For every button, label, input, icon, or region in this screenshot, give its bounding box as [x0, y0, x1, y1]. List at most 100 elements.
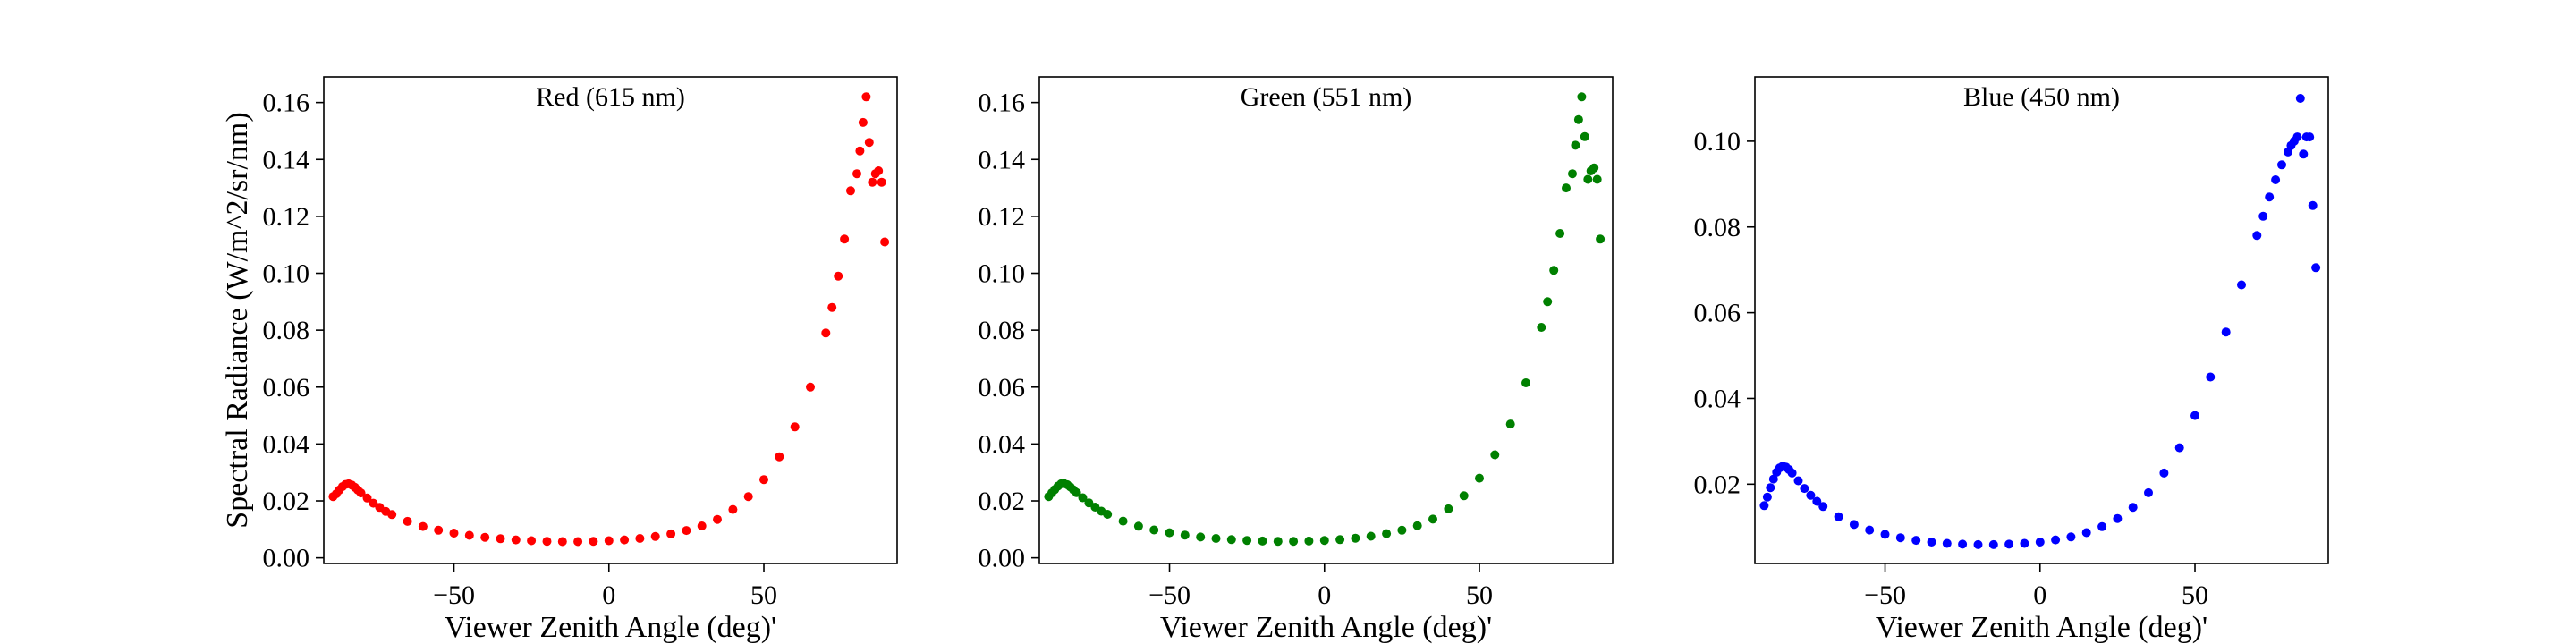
- data-point: [1759, 501, 1769, 511]
- data-point: [1768, 474, 1778, 484]
- data-point: [1366, 531, 1376, 541]
- data-point: [1568, 169, 1577, 179]
- x-tick-label: 50: [1466, 580, 1493, 610]
- y-tick-label: 0.02: [263, 487, 310, 516]
- y-tick-label: 0.06: [979, 373, 1026, 402]
- y-tick-label: 0.02: [1694, 470, 1741, 499]
- data-point: [511, 535, 521, 545]
- data-point: [1242, 536, 1252, 546]
- y-tick-label: 0.00: [979, 544, 1026, 573]
- data-point: [1571, 140, 1580, 150]
- data-point: [2144, 487, 2153, 497]
- data-point: [1490, 450, 1500, 460]
- data-point: [2081, 528, 2091, 538]
- data-point: [1834, 512, 1843, 521]
- y-tick-label: 0.12: [263, 202, 310, 232]
- data-point: [666, 529, 676, 538]
- x-tick-label: −50: [1864, 580, 1906, 610]
- data-point: [2308, 200, 2318, 210]
- y-tick-label: 0.00: [263, 544, 310, 573]
- y-tick-label: 0.04: [1694, 384, 1741, 413]
- data-point: [1304, 536, 1314, 546]
- data-point: [369, 498, 378, 508]
- data-point: [2258, 211, 2268, 221]
- data-point: [868, 177, 877, 187]
- data-point: [1895, 533, 1905, 543]
- data-point: [2174, 443, 2184, 453]
- panel-red: −50 0 50 0.00 0.02 0.04 0.06 0.08 0.10 0.12 0.14 0.…: [221, 76, 898, 644]
- data-point: [728, 504, 738, 514]
- y-tick-label: 0.04: [263, 429, 310, 459]
- data-point: [1226, 535, 1236, 545]
- data-point: [852, 169, 861, 179]
- data-point: [1596, 234, 1606, 244]
- data-point: [1958, 539, 1968, 549]
- data-point: [806, 382, 815, 392]
- data-point: [480, 532, 490, 542]
- data-point: [620, 535, 630, 545]
- data-point: [1865, 525, 1875, 535]
- data-point: [1351, 533, 1360, 543]
- data-point: [775, 452, 784, 462]
- data-point: [1583, 174, 1593, 184]
- data-point: [2292, 132, 2302, 142]
- data-points-red: [328, 92, 890, 547]
- data-point: [1562, 183, 1571, 193]
- data-point: [635, 534, 645, 543]
- x-tick-label: 0: [2033, 580, 2046, 610]
- data-point: [1988, 539, 1998, 549]
- data-point: [1273, 537, 1283, 547]
- y-tick-label: 0.08: [263, 316, 310, 345]
- data-point: [1589, 163, 1599, 173]
- data-point: [2113, 513, 2123, 523]
- x-axis-label-red: Viewer Zenith Angle (deg)': [445, 611, 776, 644]
- x-axis-label-green: Viewer Zenith Angle (deg)': [1160, 611, 1492, 644]
- data-point: [1180, 530, 1190, 540]
- x-tick-label: −50: [433, 580, 475, 610]
- data-point: [557, 537, 567, 547]
- y-tick-label: 0.14: [979, 145, 1026, 174]
- data-point: [356, 488, 366, 498]
- data-point: [1818, 502, 1828, 512]
- data-point: [1084, 498, 1094, 508]
- data-point: [1335, 535, 1345, 545]
- data-point: [573, 537, 583, 547]
- data-point: [449, 529, 459, 538]
- data-point: [1812, 496, 1822, 506]
- y-tick-label: 0.16: [263, 89, 310, 118]
- data-point: [1592, 174, 1602, 184]
- data-point: [1165, 528, 1174, 538]
- data-point: [861, 92, 871, 102]
- data-point: [880, 237, 890, 247]
- data-points-blue: [1759, 94, 2321, 549]
- data-point: [2097, 521, 2107, 531]
- data-point: [1149, 525, 1159, 535]
- y-tick-label: 0.08: [1694, 213, 1741, 242]
- data-point: [1133, 521, 1143, 531]
- data-point: [858, 117, 868, 127]
- data-point: [1258, 536, 1267, 546]
- data-point: [840, 234, 850, 244]
- panel-title-green: Green (551 nm): [1241, 82, 1412, 112]
- data-point: [2159, 468, 2169, 478]
- axes-frame-blue: [1754, 76, 2329, 564]
- axes-frame-red: [323, 76, 898, 564]
- data-point: [846, 186, 855, 196]
- data-point: [759, 475, 768, 485]
- data-point: [1762, 492, 1772, 502]
- data-point: [2295, 94, 2305, 103]
- data-point: [1475, 473, 1484, 483]
- data-point: [1397, 525, 1407, 535]
- panel-green: −50 0 50 0.00 0.02 0.04 0.06 0.08 0.10 0.12 0.14 0.…: [979, 76, 1614, 644]
- data-point: [697, 521, 707, 530]
- y-tick-label: 0.06: [263, 373, 310, 402]
- panel-title-blue: Blue (450 nm): [1963, 82, 2120, 112]
- x-tick-label: 50: [2182, 580, 2208, 610]
- panel-blue: −50 0 50 0.02 0.04 0.06 0.08 0.10 Blue (450 nm) V…: [1694, 76, 2329, 644]
- y-tick-label: 0.06: [1694, 299, 1741, 328]
- data-point: [650, 531, 660, 541]
- data-point: [1521, 378, 1530, 387]
- data-point: [2051, 535, 2061, 545]
- data-point: [2277, 160, 2286, 170]
- data-point: [2252, 231, 2262, 241]
